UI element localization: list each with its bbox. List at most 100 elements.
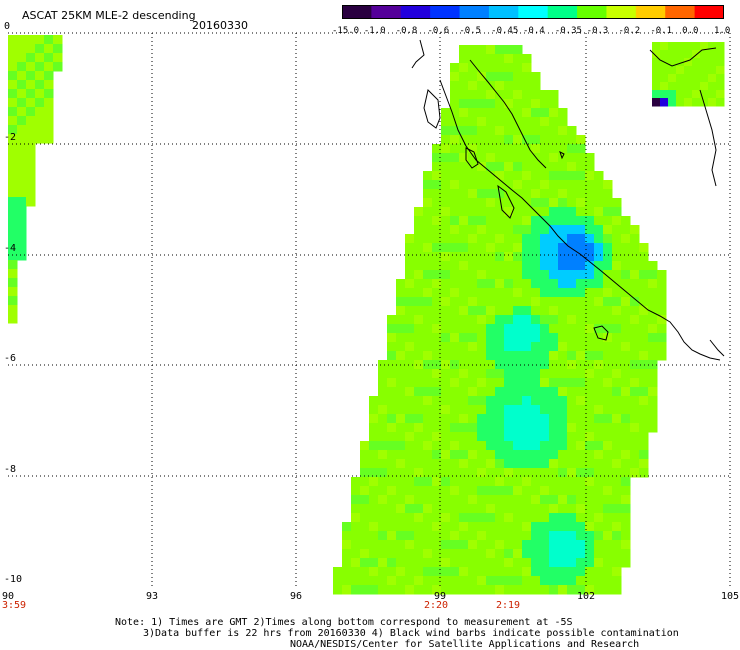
swath-cell bbox=[44, 134, 54, 144]
swath-cell bbox=[387, 324, 397, 334]
swath-cell bbox=[549, 198, 559, 208]
swath-cell bbox=[504, 342, 514, 352]
swath-cell bbox=[477, 288, 487, 298]
swath-cell bbox=[423, 495, 433, 505]
swath-cell bbox=[378, 558, 388, 568]
swath-cell bbox=[387, 459, 397, 469]
swath-cell bbox=[621, 387, 631, 397]
swath-cell bbox=[495, 531, 505, 541]
swath-cell bbox=[414, 387, 424, 397]
swath-cell bbox=[594, 504, 604, 514]
swath-cell bbox=[387, 504, 397, 514]
swath-cell bbox=[513, 387, 523, 397]
swath-cell bbox=[35, 107, 45, 117]
swath-cell bbox=[441, 315, 451, 325]
swath-cell bbox=[468, 279, 478, 289]
swath-cell bbox=[522, 306, 532, 316]
swath-cell bbox=[351, 558, 361, 568]
swath-cell bbox=[522, 171, 532, 181]
swath-cell bbox=[630, 387, 640, 397]
swath-cell bbox=[468, 504, 478, 514]
swath-cell bbox=[414, 405, 424, 415]
swath-cell bbox=[522, 297, 532, 307]
inset-cell bbox=[652, 82, 661, 91]
swath-cell bbox=[423, 423, 433, 433]
swath-cell bbox=[549, 270, 559, 280]
swath-cell bbox=[522, 441, 532, 451]
swath-cell bbox=[603, 207, 613, 217]
swath-cell bbox=[504, 171, 514, 181]
swath-cell bbox=[522, 225, 532, 235]
swath-cell bbox=[576, 369, 586, 379]
swath-cell bbox=[558, 387, 568, 397]
swath-cell bbox=[423, 306, 433, 316]
swath-cell bbox=[396, 423, 406, 433]
swath-cell bbox=[8, 314, 18, 324]
swath-cell bbox=[35, 89, 45, 99]
swath-cell bbox=[53, 53, 63, 63]
swath-cell bbox=[522, 153, 532, 163]
swath-cell bbox=[495, 450, 505, 460]
swath-cell bbox=[396, 387, 406, 397]
swath-cell bbox=[468, 72, 478, 82]
swath-cell bbox=[603, 315, 613, 325]
swath-cell bbox=[513, 99, 523, 109]
swath-cell bbox=[468, 306, 478, 316]
swath-cell bbox=[450, 360, 460, 370]
swath-cell bbox=[17, 116, 27, 126]
swath-cell bbox=[648, 378, 658, 388]
swath-cell bbox=[495, 360, 505, 370]
swath-cell bbox=[378, 441, 388, 451]
swath-cell bbox=[378, 549, 388, 559]
swath-cell bbox=[486, 369, 496, 379]
note-line-3: NOAA/NESDIS/Center for Satellite Applica… bbox=[290, 639, 640, 650]
swath-cell bbox=[423, 486, 433, 496]
swath-cell bbox=[531, 585, 541, 595]
swath-cell bbox=[522, 234, 532, 244]
swath-cell bbox=[486, 468, 496, 478]
swath-cell bbox=[639, 297, 649, 307]
swath-cell bbox=[459, 135, 469, 145]
inset-cell bbox=[684, 90, 693, 99]
swath-cell bbox=[549, 513, 559, 523]
swath-cell bbox=[423, 567, 433, 577]
swath-cell bbox=[486, 198, 496, 208]
swath-cell bbox=[540, 549, 550, 559]
swath-cell bbox=[405, 576, 415, 586]
swath-cell bbox=[468, 459, 478, 469]
swath-cell bbox=[8, 116, 18, 126]
inset-cell bbox=[676, 98, 685, 107]
swath-cell bbox=[414, 576, 424, 586]
swath-cell bbox=[423, 351, 433, 361]
swath-cell bbox=[594, 522, 604, 532]
swath-cell bbox=[549, 477, 559, 487]
swath-cell bbox=[504, 216, 514, 226]
swath-cell bbox=[387, 333, 397, 343]
swath-cell bbox=[531, 279, 541, 289]
swath-cell bbox=[585, 279, 595, 289]
swath-cell bbox=[648, 270, 658, 280]
swath-cell bbox=[396, 279, 406, 289]
swath-cell bbox=[459, 522, 469, 532]
swath-cell bbox=[540, 342, 550, 352]
inset-cell bbox=[676, 74, 685, 83]
swath-cell bbox=[504, 270, 514, 280]
swath-cell bbox=[44, 62, 54, 72]
swath-cell bbox=[585, 324, 595, 334]
swath-cell bbox=[603, 216, 613, 226]
swath-cell bbox=[531, 486, 541, 496]
swath-cell bbox=[441, 144, 451, 154]
swath-cell bbox=[540, 315, 550, 325]
swath-cell bbox=[17, 251, 27, 261]
swath-cell bbox=[612, 558, 622, 568]
swath-cell bbox=[351, 567, 361, 577]
swath-cell bbox=[540, 189, 550, 199]
swath-cell bbox=[468, 252, 478, 262]
swath-cell bbox=[567, 414, 577, 424]
swath-cell bbox=[387, 396, 397, 406]
swath-cell bbox=[558, 189, 568, 199]
swath-cell bbox=[8, 233, 18, 243]
swath-cell bbox=[495, 171, 505, 181]
swath-cell bbox=[495, 72, 505, 82]
swath-cell bbox=[576, 288, 586, 298]
